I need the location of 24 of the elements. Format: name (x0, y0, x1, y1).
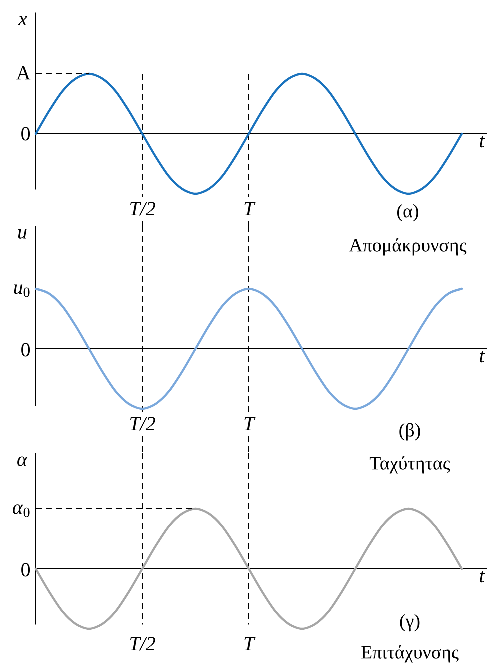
x-tick-label: T (244, 637, 256, 651)
text: (β) (400, 423, 420, 441)
y-axis-title: α (18, 456, 28, 466)
x-axis-title: t (480, 571, 486, 583)
text: Ταχύτητας (370, 456, 450, 474)
x-tick-label: T/2 (130, 202, 156, 216)
x-axis-title: t (480, 136, 486, 148)
text: α$_{0}$ (13, 504, 30, 518)
x-tick-label: T/2 (130, 637, 156, 651)
y-axis-title: x (18, 16, 28, 26)
text: 0 (22, 343, 30, 357)
text: (α) (398, 204, 418, 222)
text: 0 (22, 563, 30, 577)
y-axis-title: u (18, 230, 27, 239)
x-tick-label: T (244, 202, 256, 216)
text: u$_{0}$ (14, 284, 30, 298)
text: Επιτάχυνσης (362, 645, 459, 663)
text: Απομάκρυνσης (349, 238, 467, 256)
x-tick-label: T/2 (130, 417, 156, 431)
x-axis-title: t (480, 351, 486, 363)
text: 0 (22, 127, 30, 141)
x-tick-label: T (244, 417, 256, 431)
text: (γ) (400, 614, 420, 632)
text: A (16, 66, 31, 80)
